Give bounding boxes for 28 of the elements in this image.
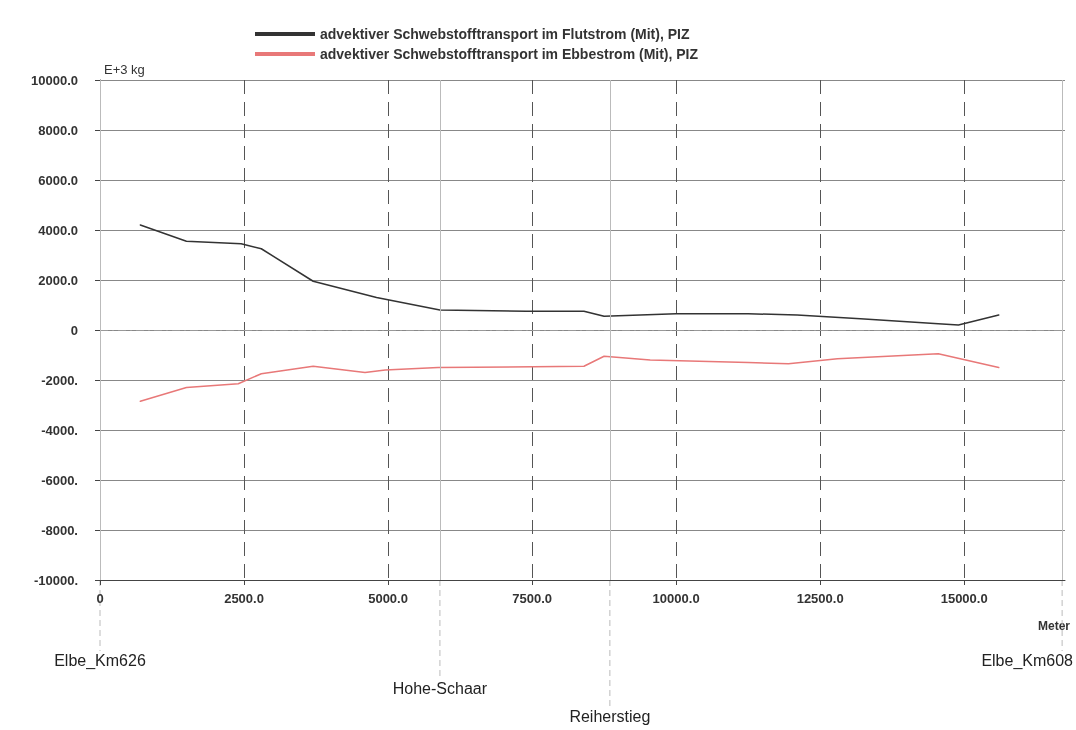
y-tick-label: -4000. [41,422,78,438]
ref-line-label: Reiherstieg [569,707,651,725]
legend-label: advektiver Schwebstofftransport im Flutstrom (Mit), PIZ [320,26,690,42]
y-axis-title: E+3 kg [104,62,145,77]
y-tick-label: -6000. [41,472,78,488]
y-tick-label: 8000.0 [38,122,78,138]
ref-line-label: Elbe_Km608 [981,651,1074,670]
x-tick-label: 12500.0 [796,591,844,606]
y-tick-label: -8000. [41,522,78,538]
y-tick-label: 0 [70,322,78,338]
ref-line-label: Elbe_Km626 [54,651,146,670]
x-tick-label: 15000.0 [940,591,988,606]
x-tick-label: 10000.0 [652,591,700,606]
x-tick-label: 0 [96,591,104,606]
x-tick-label: 7500.0 [512,591,552,606]
y-tick-label: 4000.0 [38,222,78,238]
y-tick-label: 2000.0 [38,272,78,288]
x-axis-title: Meter [1037,619,1071,633]
line-series [139,224,1000,326]
y-tick-label: 6000.0 [38,172,78,188]
y-tick-label: -10000. [33,572,78,588]
x-tick-label: 2500.0 [224,591,264,606]
x-tick-label: 5000.0 [368,591,408,606]
y-tick-label: -2000. [41,372,78,388]
y-tick-label: 10000.0 [31,72,78,88]
legend-label: advektiver Schwebstofftransport im Ebbestrom (Mit), PIZ [320,46,699,62]
line-series [139,353,1000,402]
ref-line-label: Hohe-Schaar [392,679,488,697]
